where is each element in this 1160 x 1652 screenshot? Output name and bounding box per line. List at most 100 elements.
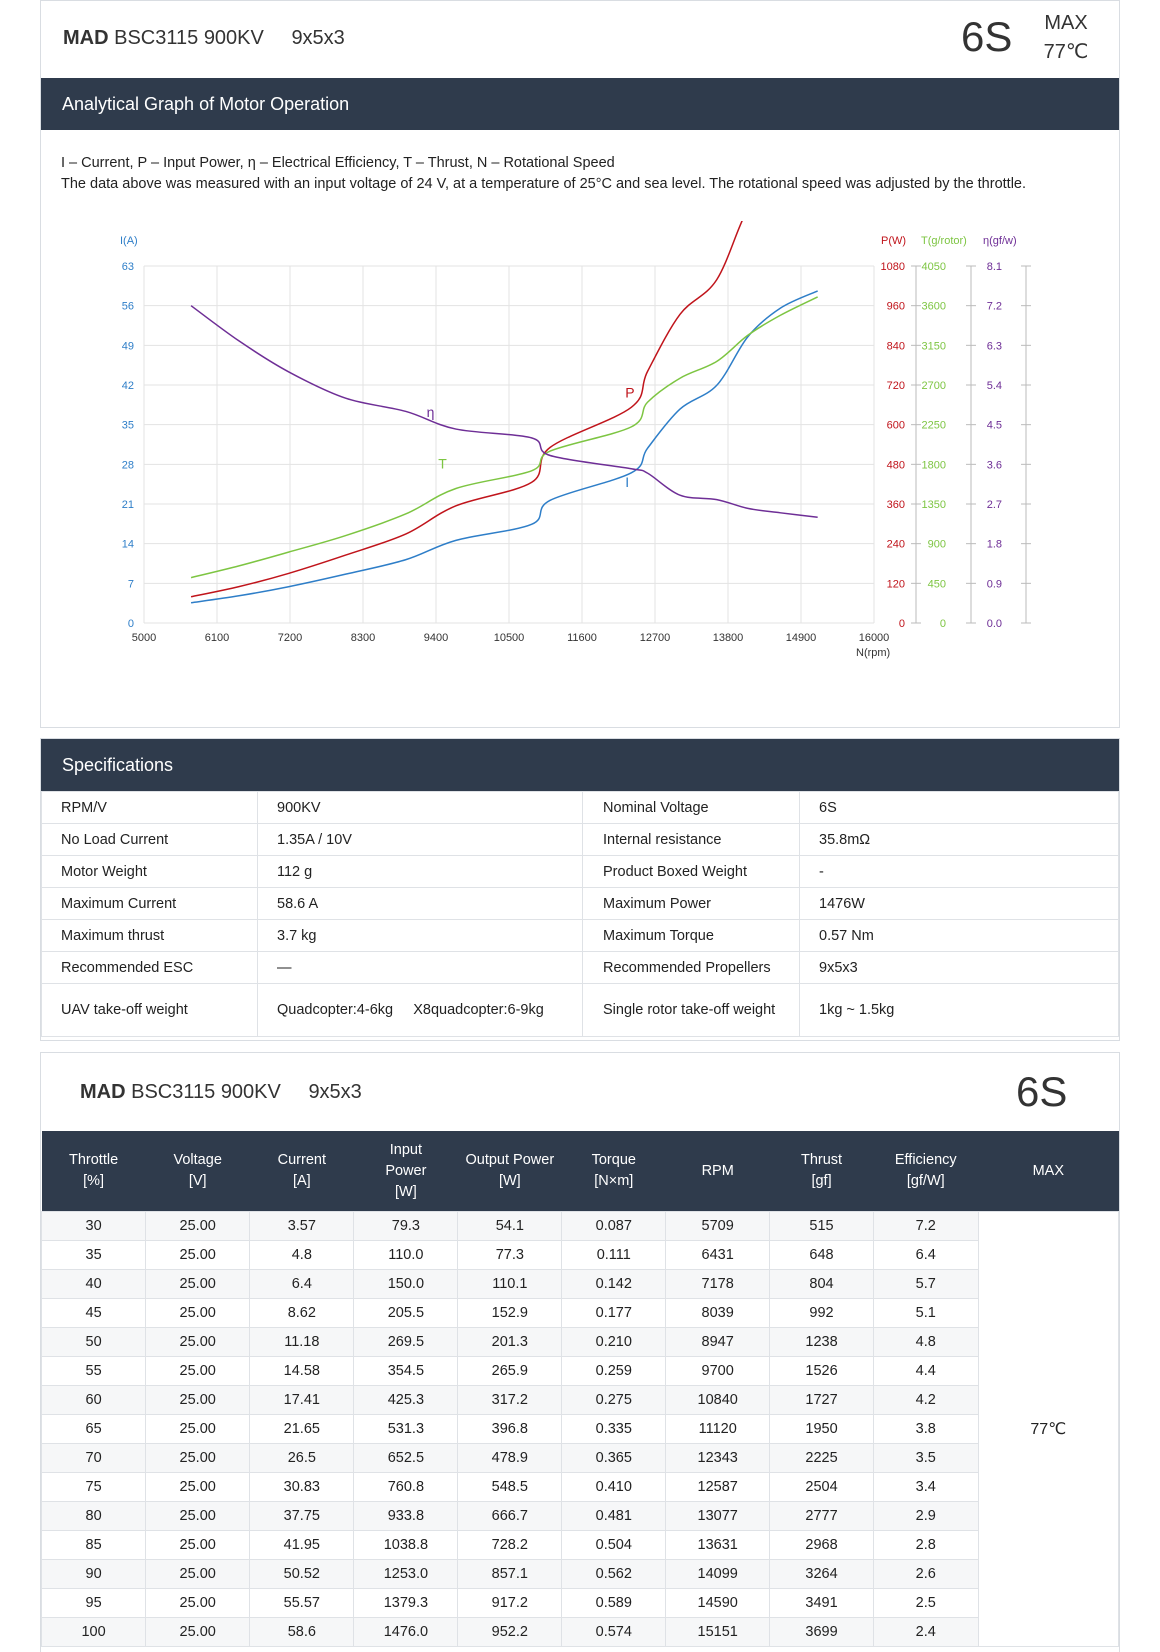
header-line: [A] xyxy=(292,1173,311,1189)
thrust-tick-label: 1350 xyxy=(922,499,946,511)
perf-cell: 1253.0 xyxy=(353,1559,459,1589)
spec-label: RPM/V xyxy=(41,791,258,824)
spec-label: Maximum Power xyxy=(582,887,800,920)
perf-cell: 531.3 xyxy=(353,1414,459,1444)
perf-cell: 1379.3 xyxy=(353,1588,459,1618)
perf-cell: 0.275 xyxy=(561,1385,667,1415)
current-tick-label: 14 xyxy=(122,539,134,551)
model-label: BSC3115 xyxy=(114,27,199,49)
perf-cell: 478.9 xyxy=(457,1443,563,1473)
perf-cell: 85 xyxy=(40,1530,147,1560)
perf-cell: 2777 xyxy=(769,1501,874,1531)
perf-cell: 2.8 xyxy=(872,1530,979,1560)
specifications-table: RPM/V 900KV Nominal Voltage 6S No Load Curre… xyxy=(41,791,1119,1037)
perf-cell: 55.57 xyxy=(249,1588,355,1618)
perf-cell: 760.8 xyxy=(353,1472,459,1502)
perf-cell: 70 xyxy=(40,1443,147,1473)
perf-cell: 5.7 xyxy=(872,1269,979,1299)
spec-row: Maximum thrust 3.7 kg Maximum Torque 0.57 N… xyxy=(41,919,1119,952)
series-label: T xyxy=(438,455,447,471)
perf-cell: 515 xyxy=(769,1211,874,1241)
spec-label: Motor Weight xyxy=(41,855,258,888)
power-tick-label: 1080 xyxy=(881,261,905,273)
series-line-power xyxy=(190,221,743,598)
current-tick-label: 28 xyxy=(122,459,134,471)
spec-value: 9x5x3 xyxy=(799,951,1119,984)
power-tick-label: 120 xyxy=(887,578,905,590)
spec-value: 900KV xyxy=(257,791,583,824)
perf-cell: 0.410 xyxy=(561,1472,667,1502)
header-line: Power xyxy=(385,1162,427,1179)
perf-cell: 110.0 xyxy=(353,1240,459,1270)
thrust-tick-label: 3150 xyxy=(922,340,946,352)
perf-cell: 25.00 xyxy=(145,1269,251,1299)
max-temp-box: MAX 77℃ xyxy=(1031,9,1101,67)
spec-row: No Load Current 1.35A / 10V Internal resis… xyxy=(41,823,1119,856)
perf-cell: 1950 xyxy=(769,1414,874,1444)
perf-cell: 41.95 xyxy=(249,1530,355,1560)
perf-row: 50 25.00 11.18 269.5 201.3 0.210 8947 1238 4.8 xyxy=(40,1327,1119,1357)
perf-cell: 354.5 xyxy=(353,1356,459,1386)
performance-table: Throttle [%] Voltage [V] Current [A] Input Powe… xyxy=(40,1131,1120,1647)
power-tick-label: 240 xyxy=(887,539,905,551)
perf-cell: 3699 xyxy=(769,1617,874,1647)
perf-row: 75 25.00 30.83 760.8 548.5 0.410 12587 2504 3.4 xyxy=(40,1472,1119,1502)
perf-cell: 13631 xyxy=(665,1530,771,1560)
spec-value: 1.35A / 10V xyxy=(257,823,583,856)
header-line: [%] xyxy=(83,1173,105,1189)
perf-cell: 25.00 xyxy=(145,1530,251,1560)
current-tick-label: 7 xyxy=(128,578,134,590)
perf-cell: 1526 xyxy=(769,1356,874,1386)
spec-label: Nominal Voltage xyxy=(582,791,800,824)
efficiency-axis-label: η(gf/w) xyxy=(983,235,1017,247)
perf-cell: 9700 xyxy=(665,1356,771,1386)
perf-row: 70 25.00 26.5 652.5 478.9 0.365 12343 2225 3.5 xyxy=(40,1443,1119,1473)
current-tick-label: 42 xyxy=(122,380,134,392)
perf-column-header: Current [A] xyxy=(249,1131,354,1212)
power-tick-label: 0 xyxy=(899,618,905,630)
thrust-tick-label: 4050 xyxy=(922,261,946,273)
header-line: Voltage xyxy=(173,1152,222,1168)
perf-cell: 0.504 xyxy=(561,1530,667,1560)
perf-cell: 0.142 xyxy=(561,1269,667,1299)
perf-cell: 26.5 xyxy=(249,1443,355,1473)
perf-header-row: Throttle [%] Voltage [V] Current [A] Input Powe… xyxy=(41,1131,1119,1212)
perf-cell: 100 xyxy=(40,1617,147,1647)
perf-cell: 45 xyxy=(40,1298,147,1328)
specifications-card: Specifications RPM/V 900KV Nominal Voltage… xyxy=(40,738,1120,1041)
perf-cell: 1727 xyxy=(769,1385,874,1415)
motor-title: MAD BSC3115 900KV 9x5x3 xyxy=(63,27,345,50)
perf-cell: 14099 xyxy=(665,1559,771,1589)
x-tick-label: 8300 xyxy=(351,632,375,644)
x-tick-label: 7200 xyxy=(278,632,302,644)
perf-cell: 3.5 xyxy=(872,1443,979,1473)
motor-graph-card: MAD BSC3115 900KV 9x5x3 6S MAX 77℃ Analy… xyxy=(40,0,1120,728)
perf-cell: 2.6 xyxy=(872,1559,979,1589)
perf-column-header: Efficiency [gf/W] xyxy=(873,1131,979,1212)
spec-row: Recommended ESC — Recommended Propellers 9x… xyxy=(41,951,1119,984)
perf-cell: 25.00 xyxy=(145,1385,251,1415)
perf-cell: 269.5 xyxy=(353,1327,459,1357)
spec-label: Single rotor take-off weight xyxy=(582,983,800,1037)
power-axis-label: P(W) xyxy=(881,235,906,247)
kv-label-2: 900KV xyxy=(220,1081,281,1103)
perf-cell: 5709 xyxy=(665,1211,771,1241)
perf-cell: 265.9 xyxy=(457,1356,563,1386)
perf-cell: 2.9 xyxy=(872,1501,979,1531)
perf-cell: 201.3 xyxy=(457,1327,563,1357)
x-tick-label: 6100 xyxy=(205,632,229,644)
perf-cell: 4.8 xyxy=(249,1240,355,1270)
perf-cell: 205.5 xyxy=(353,1298,459,1328)
perf-cell: 95 xyxy=(40,1588,147,1618)
thrust-tick-label: 2250 xyxy=(922,420,946,432)
perf-cell: 0.259 xyxy=(561,1356,667,1386)
perf-cell: 548.5 xyxy=(457,1472,563,1502)
note-line: The data above was measured with an inpu… xyxy=(61,176,1027,192)
perf-cell: 7178 xyxy=(665,1269,771,1299)
perf-cell: 0.589 xyxy=(561,1588,667,1618)
x-tick-label: 14900 xyxy=(786,632,817,644)
perf-cell: 0.365 xyxy=(561,1443,667,1473)
spec-value: 35.8mΩ xyxy=(799,823,1119,856)
perf-cell: 317.2 xyxy=(457,1385,563,1415)
header-line: [gf] xyxy=(811,1173,832,1189)
